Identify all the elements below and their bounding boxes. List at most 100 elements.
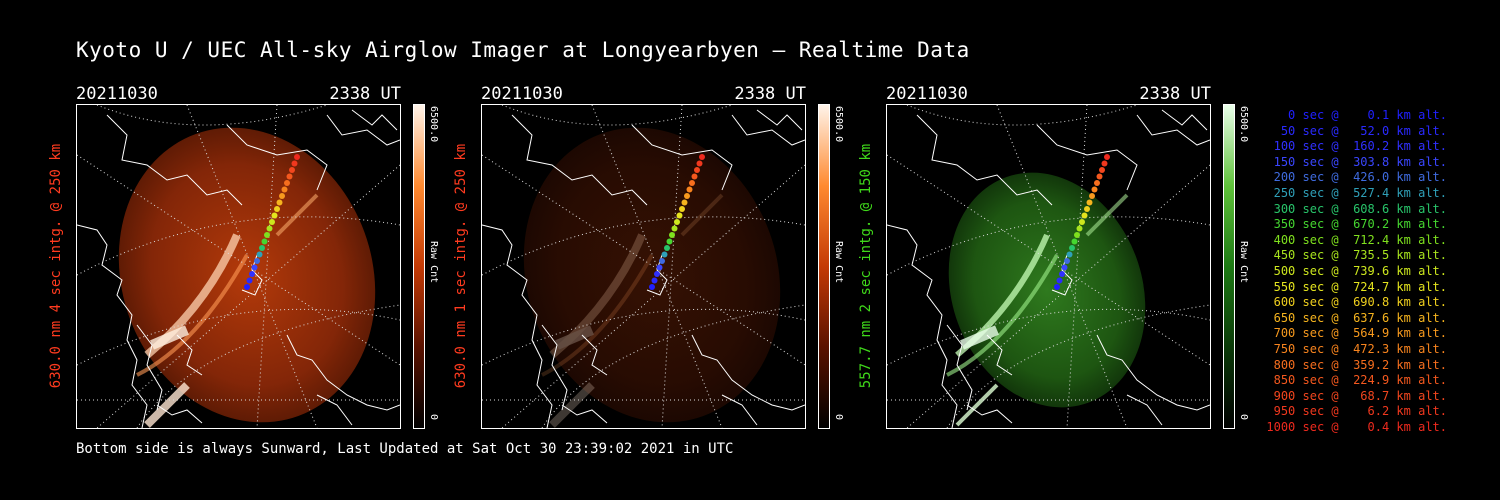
trajectory-point [246,277,253,284]
coastline-path [326,114,400,146]
legend-item: 750 sec @ 472.3 km alt. [1266,341,1447,356]
coastline-path [1136,114,1210,146]
legend-item: 1000 sec @ 0.4 km alt. [1266,419,1447,434]
legend-item: 600 sec @ 690.8 km alt. [1266,295,1447,310]
aurora-arcs [136,193,319,428]
page-title: Kyoto U / UEC All-sky Airglow Imager at … [76,38,970,62]
aurora-arcs [946,193,1129,427]
trajectory-point [1084,206,1090,212]
coastline-path [916,114,1053,206]
trajectory-point [691,173,698,180]
trajectory-point [284,180,290,186]
trajectory-point [669,232,675,238]
trajectory-point [681,199,688,206]
trajectory-point [291,160,298,167]
trajectory-point [289,167,295,173]
coastline-path [482,224,553,428]
colorbar [1223,104,1235,429]
trajectory-point [294,154,300,160]
trajectory-point [656,264,663,271]
coastline-path [106,114,243,206]
imager-panel: 20211030 2338 UT 630.0 nm 1 sec intg. @ … [453,84,901,444]
trajectory-point [1056,277,1063,284]
panel-wavelength-label: 630.0 nm 4 sec intg. @ 250 km [48,143,64,388]
trajectory-point [1096,173,1103,180]
trajectory-point [684,193,690,199]
trajectory-point [1101,160,1108,167]
colorbar-min-label: 0 [833,414,844,421]
trajectory-point [1069,245,1075,251]
trajectory-point [666,238,673,245]
trajectory-point [661,251,668,258]
coastline-path [1036,124,1138,191]
panel-wavelength-label: 630.0 nm 1 sec intg. @ 250 km [453,143,469,388]
legend-item: 800 sec @ 359.2 km alt. [1266,357,1447,372]
colorbar-unit-label: Raw Cnt [428,241,439,284]
trajectory-point [1054,284,1060,290]
coastline-path [731,114,805,146]
satellite-trajectory [244,154,300,290]
trajectory-point [649,284,655,290]
coastline-path [756,109,803,131]
trajectory-point [276,199,283,206]
legend-item: 900 sec @ 68.7 km alt. [1266,388,1447,403]
colorbar-max-label: 6500.0 [428,106,439,143]
trajectory-point [676,212,683,219]
allsky-image [886,104,1211,429]
trajectory-point [1071,238,1078,245]
colorbar-max-label: 6500.0 [833,106,844,143]
trajectory-point [1081,212,1088,219]
footer-status: Bottom side is always Sunward, Last Upda… [76,441,734,457]
trajectory-point [671,225,678,232]
coastline-path [561,404,608,424]
trajectory-point [251,264,258,271]
legend-item: 550 sec @ 724.7 km alt. [1266,279,1447,294]
legend-item: 650 sec @ 637.6 km alt. [1266,310,1447,325]
coastline-path [351,109,398,131]
legend-item: 950 sec @ 6.2 km alt. [1266,404,1447,419]
satellite-trajectory [649,154,705,290]
trajectory-point [1086,199,1093,206]
colorbar-min-label: 0 [428,414,439,421]
trajectory-point [274,206,280,212]
trajectory-point [1064,258,1070,264]
trajectory-point [1059,271,1065,277]
legend-item: 50 sec @ 52.0 km alt. [1266,123,1447,138]
trajectory-point [1079,219,1085,225]
coastline-path [1161,109,1208,131]
coastline-path [1126,394,1163,426]
panel-date: 20211030 [886,84,968,104]
satellite-trajectory [1054,154,1110,290]
coastline-path [721,394,758,426]
coastline-path [316,394,353,426]
trajectory-point [694,167,700,173]
coastline-path [946,324,973,411]
imager-panel: 20211030 2338 UT 630.0 nm 4 sec intg. @ … [48,84,496,444]
legend-item: 700 sec @ 564.9 km alt. [1266,326,1447,341]
trajectory-point [1094,180,1100,186]
coastline-path [581,334,608,376]
legend-item: 100 sec @ 160.2 km alt. [1266,139,1447,154]
trajectory-point [249,271,255,277]
trajectory-point [266,225,273,232]
legend-item: 450 sec @ 735.5 km alt. [1266,248,1447,263]
legend-item: 250 sec @ 527.4 km alt. [1266,185,1447,200]
trajectory-legend: 0 sec @ 0.1 km alt. 50 sec @ 52.0 km alt… [1262,108,1447,435]
trajectory-point [271,212,278,219]
coastline-path [887,224,958,428]
coastline-path [136,324,163,411]
coastline-path [631,124,733,191]
colorbar-max-label: 6500.0 [1238,106,1249,143]
legend-item: 200 sec @ 426.0 km alt. [1266,170,1447,185]
grid-lines [482,105,805,428]
coastline-path [286,334,400,411]
trajectory-point [651,277,658,284]
trajectory-point [664,245,670,251]
legend-item: 500 sec @ 739.6 km alt. [1266,263,1447,278]
trajectory-point [679,206,685,212]
trajectory-point [1074,232,1080,238]
panel-time: 2338 UT [1139,84,1211,104]
trajectory-point [674,219,680,225]
trajectory-point [261,238,268,245]
grid-lines [77,105,400,428]
